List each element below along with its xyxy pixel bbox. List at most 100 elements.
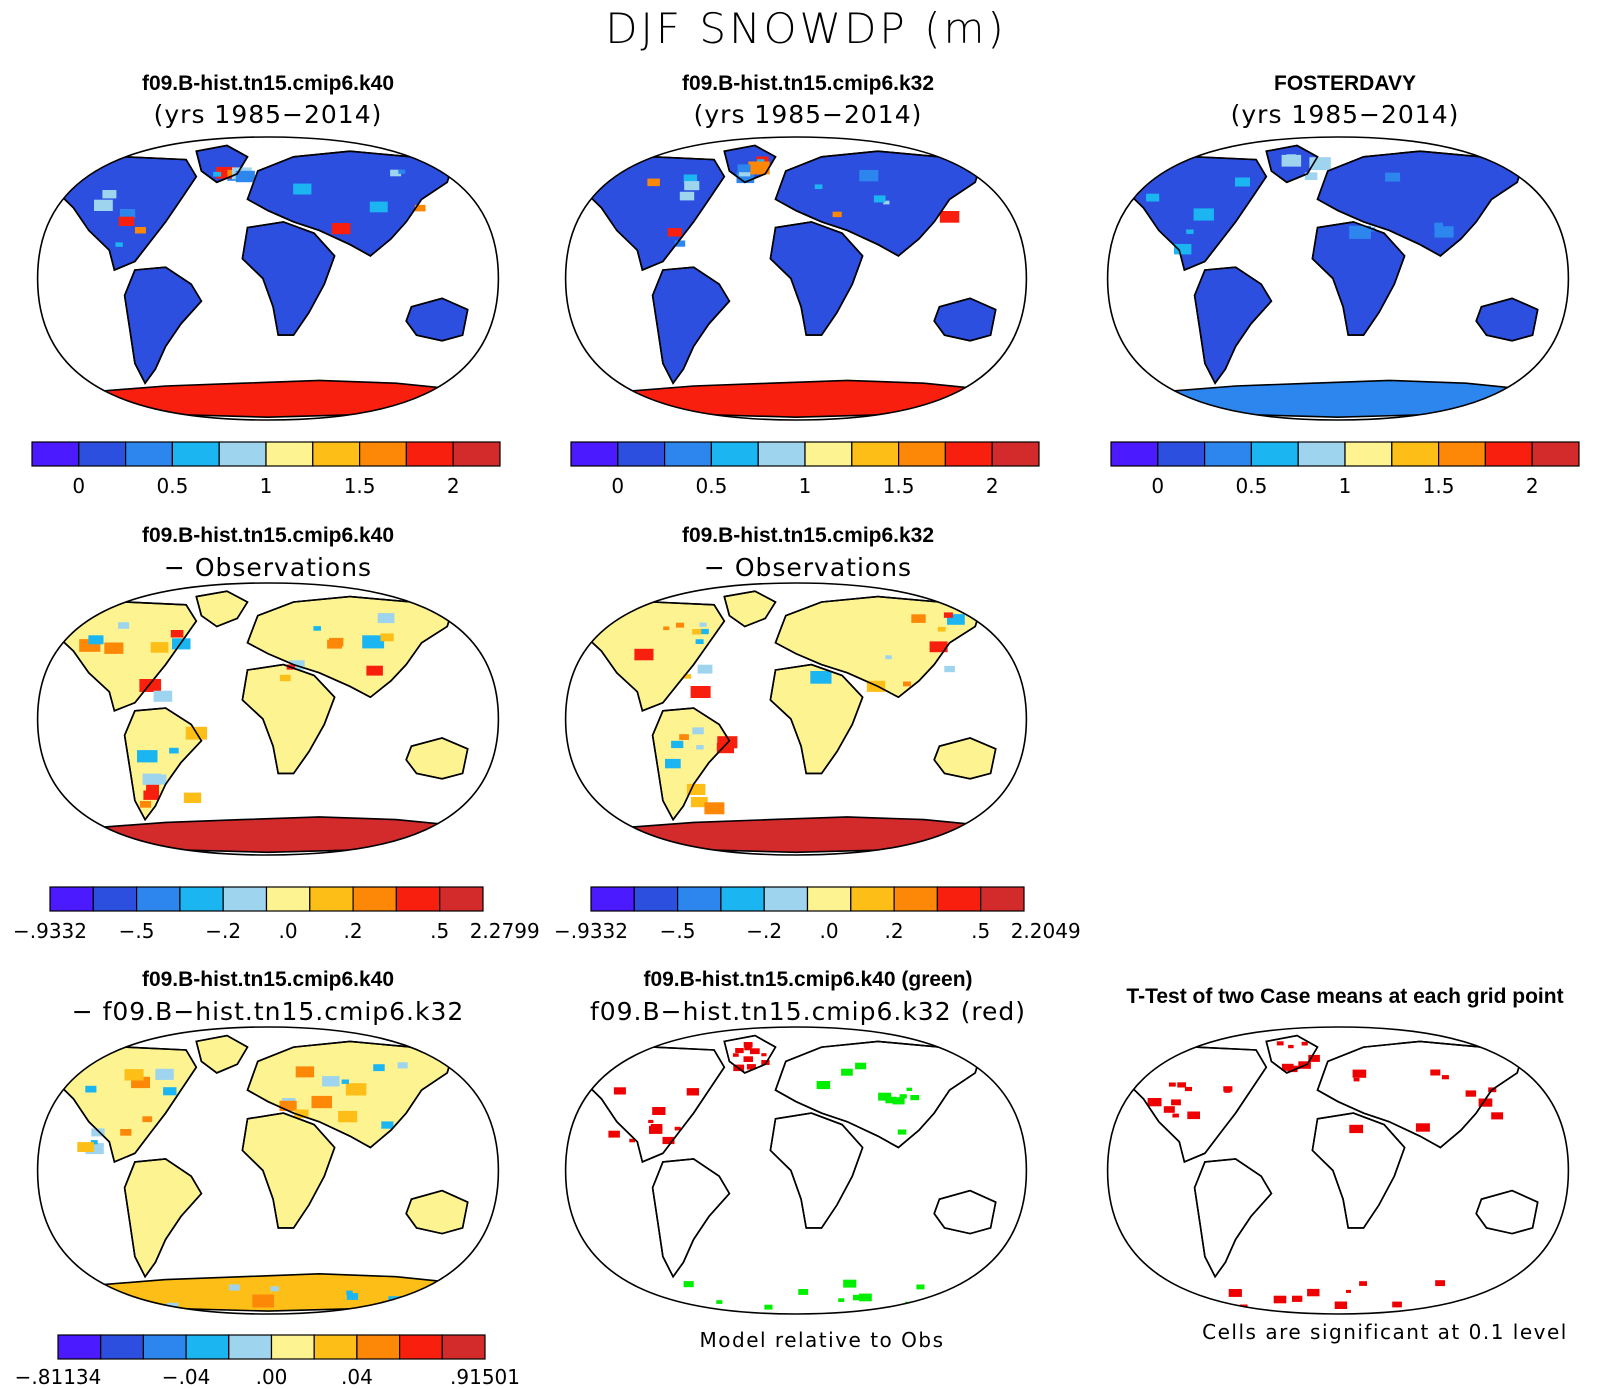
data-cell: [369, 201, 388, 213]
data-cell: [859, 170, 879, 182]
africa-outline: [241, 1112, 336, 1229]
data-cell: [1184, 1086, 1192, 1092]
colorbar-tick-label: −.2: [746, 919, 783, 943]
data-cell: [1281, 154, 1302, 167]
colorbar-tick-label: −.2: [205, 919, 242, 943]
colorbar-tick-label: −.9332: [12, 919, 88, 943]
world-map: [564, 136, 1028, 421]
data-cell: [743, 1056, 753, 1062]
colorbar: [49, 886, 484, 912]
colorbar-box: [1344, 441, 1393, 467]
data-cell: [120, 1129, 132, 1136]
colorbar-box: [92, 886, 138, 912]
data-cell: [380, 633, 394, 642]
data-cell: [139, 801, 152, 808]
colorbar-box: [218, 441, 267, 467]
map-panel: [1082, 136, 1594, 421]
data-cell: [634, 648, 654, 661]
eurasia-outline: [246, 595, 454, 699]
data-cell: [929, 641, 948, 653]
data-cell: [1273, 1295, 1287, 1304]
data-cell: [1385, 172, 1401, 182]
data-cell: [652, 1107, 666, 1115]
colorbar-box: [124, 441, 173, 467]
data-cell: [683, 674, 692, 679]
data-cell: [1304, 172, 1318, 180]
colorbar: [57, 1334, 486, 1360]
colorbar-box: [142, 1334, 187, 1360]
colorbar-box: [57, 1334, 102, 1360]
africa-outline: [1311, 221, 1406, 336]
greenland-outline: [723, 1034, 777, 1074]
data-cell: [1307, 1288, 1320, 1297]
figure-title: DJF SNOWDP (m): [605, 4, 1007, 53]
relative-footnote: Model relative to Obs: [699, 1328, 945, 1352]
southAmerica-outline: [651, 266, 731, 385]
southAmerica-outline: [651, 707, 731, 822]
panel-title: FOSTERDAVY: [1274, 72, 1416, 95]
colorbar-box: [100, 1334, 145, 1360]
colorbar-box: [309, 886, 354, 912]
colorbar-box: [1110, 441, 1159, 467]
colorbar-box: [617, 441, 666, 467]
panel-title: f09.B-hist.tn15.cmip6.k32: [681, 72, 935, 95]
colorbar-tick-label: 0.5: [1235, 474, 1268, 498]
data-cell: [294, 1109, 309, 1119]
colorbar-tick-label: 2.2799: [469, 919, 540, 943]
data-cell: [937, 626, 946, 632]
map-border: [564, 1026, 1028, 1315]
data-cell: [1288, 1044, 1294, 1049]
data-cell: [843, 1279, 857, 1288]
data-cell: [1353, 1077, 1360, 1082]
data-cell: [608, 1130, 620, 1138]
data-cell: [270, 1286, 279, 1292]
colorbar-box: [663, 441, 712, 467]
colorbar-tick-label: 0.5: [695, 474, 728, 498]
colorbar-box: [1531, 441, 1580, 467]
data-cell: [679, 191, 695, 201]
colorbar-tick-label: 2: [1525, 474, 1539, 498]
data-cell: [697, 664, 713, 674]
panel-subtitle: − Observations: [163, 553, 373, 582]
northAmerica-outline: [580, 1046, 726, 1163]
colorbar-box: [1391, 441, 1440, 467]
colorbar-tick-label: .0: [278, 919, 298, 943]
data-cell: [1235, 177, 1250, 187]
colorbar-tick-label: .91501: [450, 1365, 520, 1389]
data-cell: [1349, 1124, 1364, 1134]
northAmerica-outline: [52, 1046, 198, 1163]
data-cell: [216, 166, 236, 179]
antarctica-landmass: [1163, 1273, 1523, 1312]
colorbar-box: [135, 886, 181, 912]
colorbar-box: [980, 886, 1025, 912]
world-map: [1106, 1026, 1570, 1315]
eurasia-outline: [1316, 1040, 1524, 1149]
data-cell: [366, 665, 383, 676]
data-cell: [1392, 1301, 1402, 1308]
data-cell: [1334, 1301, 1348, 1309]
world-map: [564, 1026, 1028, 1315]
eurasia-outline: [774, 150, 982, 257]
map-border: [564, 582, 1028, 856]
data-cell: [692, 629, 702, 635]
panel-subtitle: (yrs 1985−2014): [693, 100, 923, 129]
colorbar-tick-label: 2.2049: [1010, 919, 1081, 943]
map-border: [564, 136, 1028, 421]
data-cell: [899, 1094, 907, 1099]
data-cell: [146, 784, 159, 793]
data-cell: [1441, 1075, 1449, 1080]
data-cell: [377, 613, 395, 624]
data-cell: [686, 1088, 699, 1096]
data-cell: [1352, 1069, 1367, 1078]
data-cell: [208, 1281, 229, 1294]
panel-title: f09.B-hist.tn15.cmip6.k40 (green): [643, 968, 973, 991]
data-cell: [142, 1116, 153, 1123]
colorbar: [590, 886, 1025, 912]
colorbar-tick-label: .2: [884, 919, 904, 943]
australia-outline: [933, 737, 997, 780]
data-cell: [1491, 1112, 1504, 1120]
panel-subtitle: (yrs 1985−2014): [1230, 100, 1460, 129]
colorbar-box: [356, 1334, 401, 1360]
data-cell: [736, 172, 755, 184]
data-cell: [738, 169, 751, 177]
